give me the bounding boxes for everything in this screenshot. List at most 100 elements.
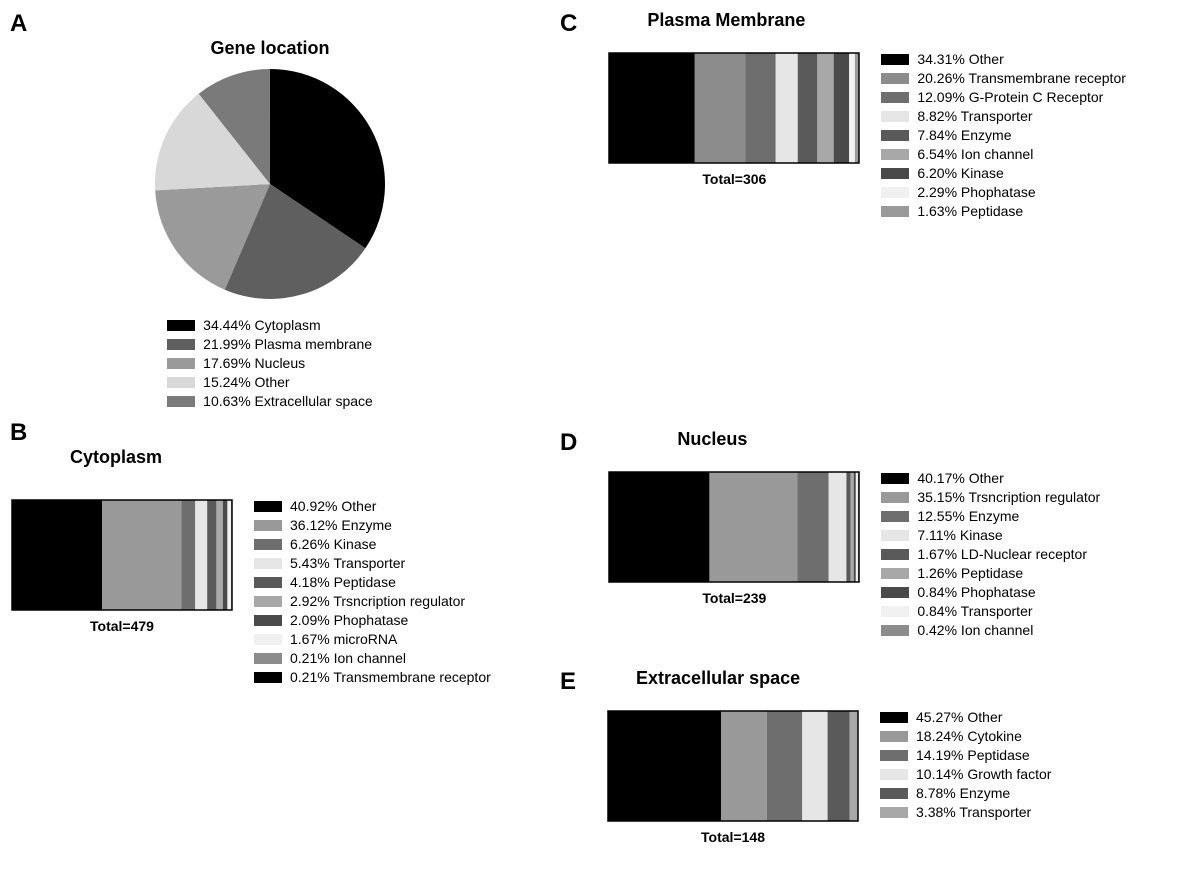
legend-text: 8.78% Enzyme bbox=[916, 785, 1010, 801]
legend-item: 15.24% Other bbox=[167, 374, 373, 390]
legend-swatch bbox=[881, 549, 909, 560]
legend-swatch bbox=[254, 672, 282, 683]
panel-d-label: D bbox=[560, 429, 577, 457]
legend-text: 36.12% Enzyme bbox=[290, 517, 392, 533]
legend-swatch bbox=[167, 339, 195, 350]
legend-swatch bbox=[880, 712, 908, 723]
legend-a: 34.44% Cytoplasm 21.99% Plasma membrane 17… bbox=[167, 317, 373, 409]
bar-segment bbox=[776, 53, 798, 163]
legend-text: 1.67% microRNA bbox=[290, 631, 397, 647]
legend-text: 40.17% Other bbox=[917, 470, 1003, 486]
legend-item: 1.63% Peptidase bbox=[881, 203, 1126, 219]
legend-text: 21.99% Plasma membrane bbox=[203, 336, 372, 352]
legend-text: 18.24% Cytokine bbox=[916, 728, 1022, 744]
legend-swatch bbox=[881, 587, 909, 598]
legend-item: 6.54% Ion channel bbox=[881, 146, 1126, 162]
bar-segment bbox=[850, 53, 856, 163]
bar-segment bbox=[767, 711, 802, 821]
legend-text: 1.67% LD-Nuclear receptor bbox=[917, 546, 1087, 562]
legend-item: 4.18% Peptidase bbox=[254, 574, 491, 590]
legend-item: 1.26% Peptidase bbox=[881, 565, 1100, 581]
legend-swatch bbox=[254, 577, 282, 588]
legend-text: 34.31% Other bbox=[917, 51, 1003, 67]
bar-segment bbox=[710, 472, 798, 582]
legend-swatch bbox=[881, 568, 909, 579]
legend-item: 45.27% Other bbox=[880, 709, 1051, 725]
panel-e-total: Total=148 bbox=[701, 829, 765, 845]
legend-item: 5.43% Transporter bbox=[254, 555, 491, 571]
legend-swatch bbox=[881, 187, 909, 198]
legend-text: 0.84% Transporter bbox=[917, 603, 1032, 619]
legend-item: 21.99% Plasma membrane bbox=[167, 336, 373, 352]
legend-text: 35.15% Trsncription regulator bbox=[917, 489, 1100, 505]
panel-b-title: Cytoplasm bbox=[70, 447, 530, 468]
legend-text: 0.84% Phophatase bbox=[917, 584, 1035, 600]
bar-segment bbox=[223, 500, 228, 610]
bar-segment bbox=[609, 53, 695, 163]
legend-swatch bbox=[881, 606, 909, 617]
legend-text: 6.26% Kinase bbox=[290, 536, 376, 552]
legend-text: 0.21% Transmembrane receptor bbox=[290, 669, 491, 685]
panel-a-title: Gene location bbox=[210, 38, 329, 59]
pie-chart-gene-location bbox=[140, 59, 400, 309]
bar-segment bbox=[195, 500, 207, 610]
panel-c-total: Total=306 bbox=[702, 171, 766, 187]
legend-text: 14.19% Peptidase bbox=[916, 747, 1030, 763]
legend-swatch bbox=[881, 149, 909, 160]
hbar-plasma-membrane bbox=[607, 51, 861, 165]
legend-item: 2.92% Trsncription regulator bbox=[254, 593, 491, 609]
legend-text: 10.14% Growth factor bbox=[916, 766, 1051, 782]
bar-segment bbox=[798, 472, 829, 582]
panel-a-label: A bbox=[10, 10, 530, 38]
legend-item: 34.44% Cytoplasm bbox=[167, 317, 373, 333]
panel-d-title: Nucleus bbox=[677, 429, 1190, 450]
legend-swatch bbox=[881, 73, 909, 84]
legend-swatch bbox=[881, 492, 909, 503]
legend-text: 3.38% Transporter bbox=[916, 804, 1031, 820]
bar-segment bbox=[746, 53, 776, 163]
legend-text: 7.84% Enzyme bbox=[917, 127, 1011, 143]
legend-text: 40.92% Other bbox=[290, 498, 376, 514]
legend-item: 10.14% Growth factor bbox=[880, 766, 1051, 782]
legend-text: 6.20% Kinase bbox=[917, 165, 1003, 181]
legend-item: 6.20% Kinase bbox=[881, 165, 1126, 181]
legend-text: 10.63% Extracellular space bbox=[203, 393, 373, 409]
legend-swatch bbox=[254, 520, 282, 531]
legend-item: 8.78% Enzyme bbox=[880, 785, 1051, 801]
legend-item: 20.26% Transmembrane receptor bbox=[881, 70, 1126, 86]
bar-segment bbox=[828, 711, 850, 821]
legend-swatch bbox=[254, 596, 282, 607]
legend-swatch bbox=[880, 769, 908, 780]
panel-e: E Extracellular space Total=148 45.27% O… bbox=[560, 668, 1190, 845]
bar-segment bbox=[181, 500, 195, 610]
bar-segment bbox=[798, 53, 818, 163]
legend-item: 34.31% Other bbox=[881, 51, 1126, 67]
bar-segment bbox=[834, 53, 850, 163]
legend-text: 2.09% Phophatase bbox=[290, 612, 408, 628]
legend-item: 35.15% Trsncription regulator bbox=[881, 489, 1100, 505]
legend-d: 40.17% Other 35.15% Trsncription regulato… bbox=[881, 470, 1100, 638]
panel-d: D Nucleus Total=239 40.17% Other35.15% T… bbox=[560, 429, 1190, 638]
legend-text: 20.26% Transmembrane receptor bbox=[917, 70, 1126, 86]
panel-b-total: Total=479 bbox=[90, 618, 154, 634]
legend-swatch bbox=[167, 377, 195, 388]
panel-c: C Plasma Membrane Total=306 34.31% Other… bbox=[560, 10, 1190, 409]
bar-segment bbox=[102, 500, 181, 610]
legend-swatch bbox=[881, 111, 909, 122]
legend-swatch bbox=[881, 130, 909, 141]
bar-segment bbox=[12, 500, 102, 610]
legend-text: 6.54% Ion channel bbox=[917, 146, 1033, 162]
hbar-nucleus bbox=[607, 470, 861, 584]
legend-item: 10.63% Extracellular space bbox=[167, 393, 373, 409]
panel-c-title: Plasma Membrane bbox=[647, 10, 1190, 31]
legend-text: 0.42% Ion channel bbox=[917, 622, 1033, 638]
legend-swatch bbox=[254, 558, 282, 569]
legend-item: 7.11% Kinase bbox=[881, 527, 1100, 543]
legend-c: 34.31% Other 20.26% Transmembrane recepto… bbox=[881, 51, 1126, 219]
hbar-cytoplasm bbox=[10, 498, 234, 612]
bar-segment bbox=[207, 500, 216, 610]
legend-item: 1.67% microRNA bbox=[254, 631, 491, 647]
panel-b: B Cytoplasm Total=479 40.92% Other36.12%… bbox=[10, 409, 530, 845]
legend-item: 17.69% Nucleus bbox=[167, 355, 373, 371]
legend-swatch bbox=[881, 168, 909, 179]
